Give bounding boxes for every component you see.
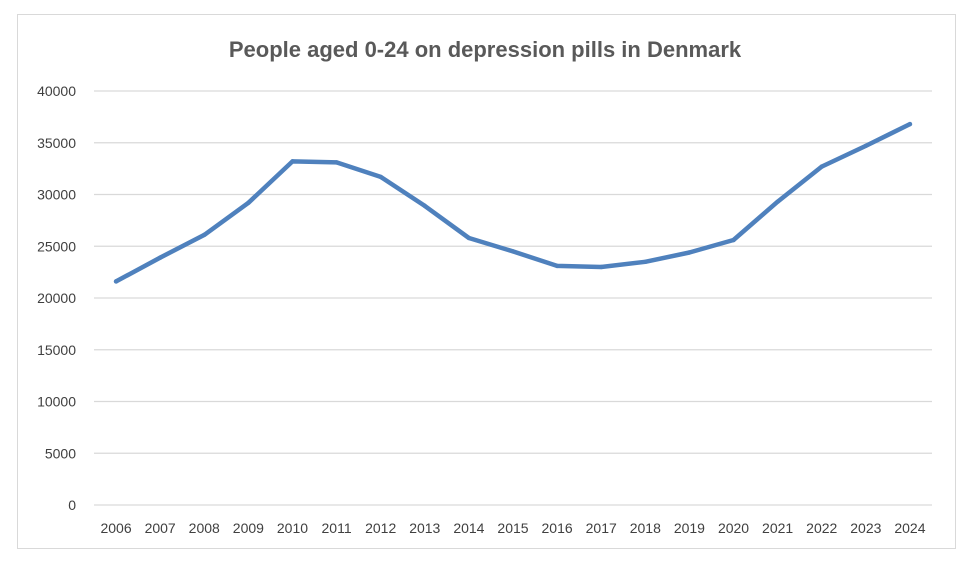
data-point (246, 200, 251, 205)
data-point (907, 121, 913, 127)
data-point (863, 143, 869, 149)
x-tick-label: 2009 (233, 520, 264, 536)
y-axis-tick-labels: 0 5000 10000 15000 20000 25000 30000 35000 40000 (37, 83, 76, 513)
data-point (202, 232, 207, 238)
y-tick-label: 35000 (37, 135, 76, 151)
y-tick-label: 20000 (37, 290, 76, 306)
data-point (731, 237, 736, 243)
x-tick-label: 2018 (630, 520, 661, 536)
data-point (819, 164, 824, 169)
data-point (643, 259, 648, 264)
y-tick-label: 40000 (37, 83, 76, 99)
x-tick-label: 2019 (674, 520, 705, 536)
data-point (466, 235, 472, 241)
y-tick-label: 25000 (37, 238, 76, 254)
data-point (378, 174, 383, 180)
x-tick-label: 2013 (409, 520, 440, 536)
x-tick-label: 2008 (189, 520, 220, 536)
x-axis-tick-labels: 2006 2007 2008 2009 2010 2011 2012 2013 2014 2015… (100, 520, 925, 536)
data-point (113, 279, 119, 284)
data-point (687, 250, 692, 255)
x-tick-label: 2006 (100, 520, 131, 536)
gridlines (94, 90, 932, 506)
data-point (290, 159, 295, 164)
x-tick-label: 2010 (277, 520, 308, 536)
chart-area (17, 14, 956, 549)
data-point (510, 249, 516, 254)
x-tick-label: 2017 (586, 520, 617, 536)
x-tick-label: 2012 (365, 520, 396, 536)
x-tick-label: 2022 (806, 520, 837, 536)
series-line (113, 121, 913, 284)
x-tick-label: 2011 (322, 520, 352, 536)
y-tick-label: 30000 (37, 187, 76, 203)
x-tick-label: 2023 (850, 520, 881, 536)
data-point (157, 255, 163, 260)
data-point (775, 199, 780, 204)
x-tick-label: 2015 (497, 520, 528, 536)
x-tick-label: 2024 (894, 520, 925, 536)
chart-title: People aged 0-24 on depression pills in … (228, 37, 742, 62)
data-point (422, 203, 427, 209)
y-tick-label: 5000 (45, 445, 76, 461)
data-point (554, 263, 560, 269)
x-tick-label: 2014 (453, 520, 484, 536)
data-point (599, 264, 604, 270)
series-layer (113, 121, 913, 284)
x-tick-label: 2016 (542, 520, 573, 536)
y-tick-label: 10000 (37, 394, 76, 410)
data-point (334, 160, 339, 165)
x-tick-label: 2021 (762, 520, 793, 536)
y-tick-label: 0 (68, 497, 76, 513)
x-tick-label: 2007 (145, 520, 176, 536)
x-tick-label: 2020 (718, 520, 749, 536)
y-tick-label: 15000 (37, 342, 76, 358)
